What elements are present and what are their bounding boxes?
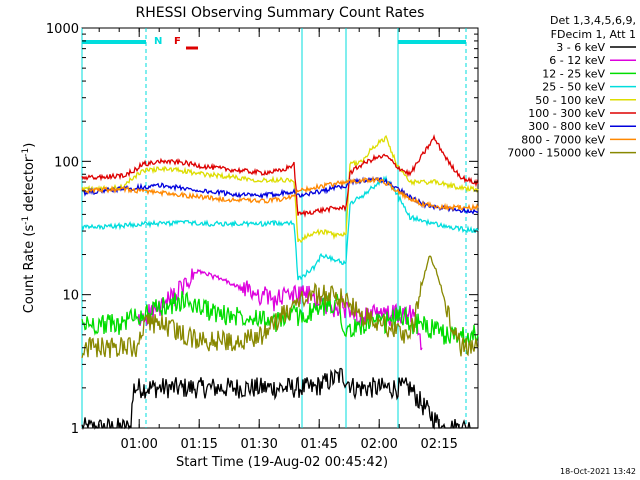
plot-area: 1 10 100 1000 01:00 01:15 01:30 01:45 02:00 02:1… [46,22,479,452]
series-line [81,134,479,243]
legend-label: 25 - 50 keV [542,81,605,94]
chart-title: RHESSI Observing Summary Count Rates [136,5,425,21]
legend-label: 800 - 7000 keV [521,133,605,146]
x-tick-label: 01:30 [240,437,277,452]
series-line [81,255,479,359]
legend-label: 3 - 6 keV [556,41,605,54]
footer-date: 18-Oct-2021 13:42 [560,467,636,476]
legend-label: 7000 - 15000 keV [507,147,605,160]
legend-label: 300 - 800 keV [528,120,605,133]
x-tick-label: 01:45 [300,437,337,452]
x-axis: 01:00 01:15 01:30 01:45 02:00 02:15 [98,28,460,452]
legend-label: 50 - 100 keV [535,94,605,107]
legend-header-line-2: FDecim 1, Att 1 [551,28,636,41]
night-marker-label: N [154,36,162,47]
x-tick-label: 01:15 [180,437,217,452]
y-axis-label: Count Rate (s-1 detector-1) [21,143,37,314]
series-line [81,175,479,212]
x-tick-label: 01:00 [120,437,157,452]
x-tick-label: 02:15 [420,437,457,452]
series-line [81,175,479,281]
attenuator-lines [81,28,467,428]
flare-flag-label: F [174,36,181,47]
y-tick-label: 10 [62,289,79,304]
y-axis: 1 10 100 1000 [46,22,478,437]
series-line [81,367,478,431]
y-tick-label: 1000 [46,22,79,37]
y-tick-label: 1 [71,422,79,437]
y-tick-label: 100 [54,155,79,170]
x-tick-label: 02:00 [360,437,397,452]
legend-label: 6 - 12 keV [549,54,605,67]
series-layer [81,133,479,431]
legend-label: 100 - 300 keV [528,107,605,120]
series-line [137,268,423,351]
legend-header-line-1: Det 1,3,4,5,6,9, [550,14,636,27]
legend: Det 1,3,4,5,6,9, FDecim 1, Att 1 3 - 6 k… [507,14,636,160]
series-line [81,133,479,218]
x-axis-label: Start Time (19-Aug-02 00:45:42) [176,455,388,470]
legend-label: 12 - 25 keV [542,67,605,80]
series-line [81,176,479,215]
